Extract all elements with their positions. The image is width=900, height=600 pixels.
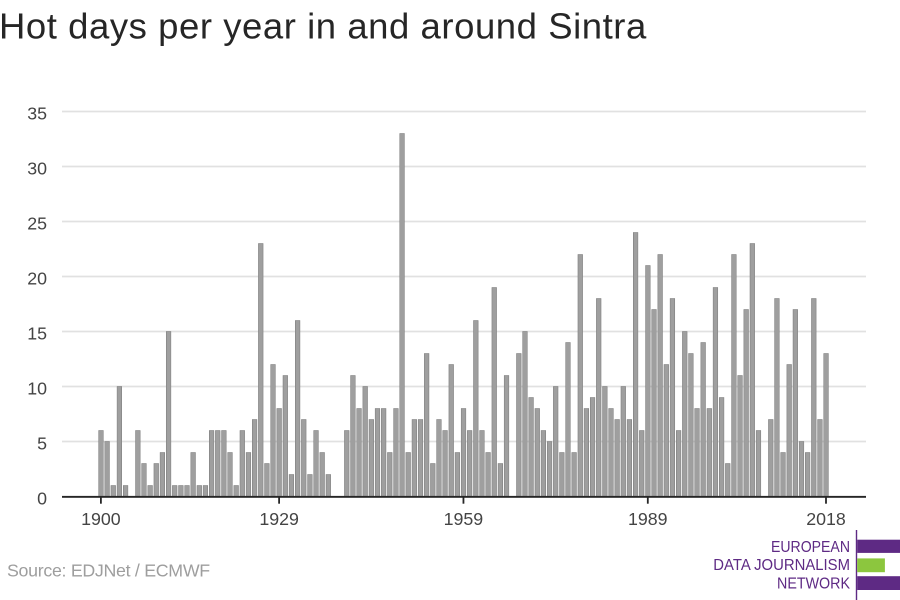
svg-text:Source: EDJNet / ECMWF: Source: EDJNet / ECMWF [7,561,210,581]
svg-text:30: 30 [27,159,47,179]
svg-text:2018: 2018 [806,509,846,529]
svg-text:25: 25 [27,214,47,234]
svg-text:Hot days per year in and aroun: Hot days per year in and around Sintra [0,6,647,47]
svg-text:10: 10 [27,379,47,399]
svg-text:0: 0 [37,489,47,509]
svg-text:1929: 1929 [259,509,299,529]
svg-text:NETWORK: NETWORK [777,575,851,592]
svg-text:35: 35 [27,104,47,124]
svg-text:20: 20 [27,269,47,289]
svg-text:1989: 1989 [628,509,668,529]
svg-text:1900: 1900 [81,509,121,529]
svg-text:15: 15 [27,324,47,344]
svg-text:5: 5 [37,434,47,454]
svg-text:1959: 1959 [444,509,484,529]
svg-text:EUROPEAN: EUROPEAN [771,539,850,556]
svg-text:DATA JOURNALISM: DATA JOURNALISM [713,557,850,574]
